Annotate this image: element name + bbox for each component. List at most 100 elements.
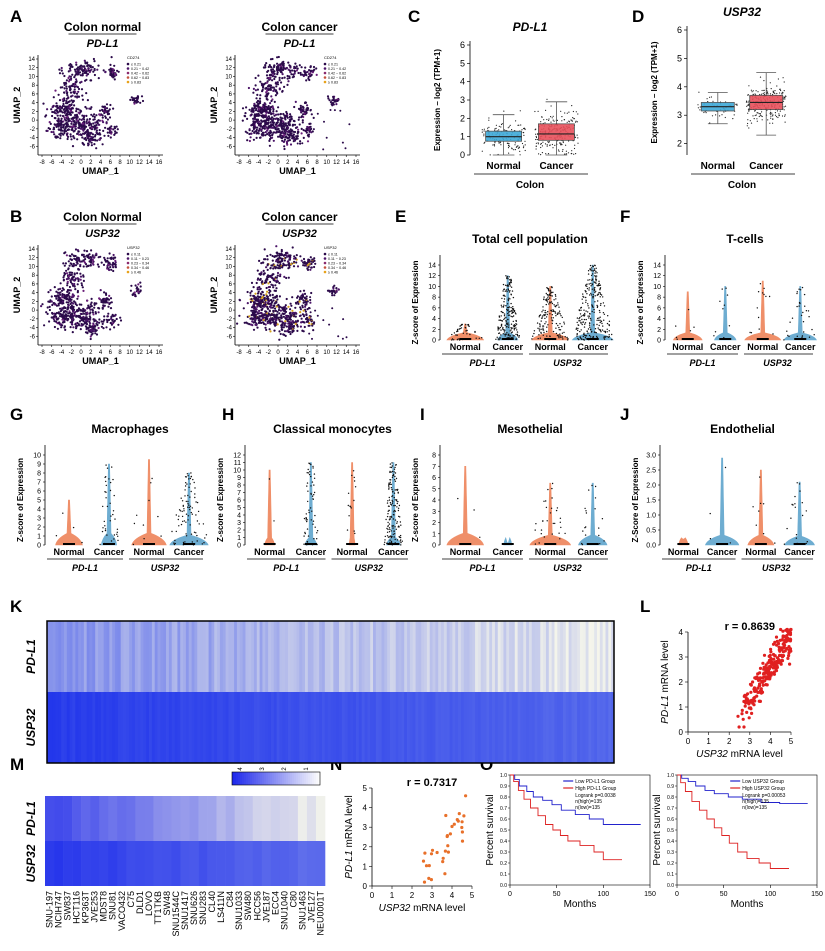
umap-point [311,324,314,327]
violin-point [508,297,510,299]
box-point [535,142,538,144]
umap-gene: USP32 [282,228,317,240]
violin-point [548,303,550,305]
legend-swatch [126,62,130,66]
umap-point [306,268,310,271]
umap-point [275,82,278,85]
violin-point [728,325,731,327]
umap-point [71,293,74,296]
tick-label: 6 [109,160,113,166]
violin-point [461,324,463,326]
umap-point [77,314,80,317]
umap-point [47,127,50,130]
umap-point [106,264,109,267]
umap-point [78,67,81,70]
umap-point [272,286,275,289]
umap-point [298,64,301,67]
box-point [508,143,510,145]
umap-point [280,68,283,71]
box-point [516,145,518,147]
umap-point [276,56,279,59]
tick-label: 10 [323,160,330,166]
umap-point [69,113,72,116]
box-point [571,105,573,107]
umap-point [77,71,80,74]
umap-point [102,69,105,72]
violin-point [498,339,500,341]
umap-point [299,255,302,258]
box-point [524,128,526,130]
umap-point [309,311,312,314]
violin-point [561,332,564,334]
umap-point [89,260,93,263]
umap-point [70,263,73,266]
box-point [761,89,763,92]
violin-point [598,324,600,327]
umap-point [249,317,252,320]
violin-point [583,296,585,298]
violin-point [580,309,582,311]
violin-point [807,310,810,312]
violin-point [506,277,508,280]
umap-point [108,108,111,111]
tick-label: 0 [229,118,233,124]
tick-label: 6 [32,282,36,288]
umap-point [302,257,306,261]
umap-point [322,148,325,151]
umap-point [308,316,311,319]
umap-point [51,106,54,109]
umap-point [112,76,115,79]
umap-point [288,255,291,258]
umap-point [74,95,77,98]
violin-point [555,295,557,297]
violin-point [548,294,550,296]
umap-point [259,292,262,295]
violin-point [503,298,506,300]
umap-point [68,292,71,295]
umap-point [248,132,251,136]
box-point [508,126,510,128]
umap-point [65,272,69,275]
umap-point [266,307,270,310]
umap-point [96,323,99,326]
box-point [481,129,483,131]
umap-point [277,135,280,138]
umap-point [302,129,305,132]
box-point [570,119,572,121]
umap-point [137,283,140,286]
umap-point [284,124,288,127]
umap-point [65,314,68,317]
violin-point [475,337,477,339]
umap-point [287,139,290,142]
tick-label: -2 [30,317,36,323]
umap-point [281,266,284,269]
violin-point [596,335,598,338]
umap-point [252,91,255,94]
umap-point [285,276,288,280]
umap-point [267,88,271,91]
legend-label: 0.23 ~ 0.34 [328,262,346,266]
umap-point [275,287,278,290]
umap-point [273,77,276,81]
umap-point [93,67,96,71]
umap-point [306,300,309,303]
umap-point [269,65,272,68]
umap-point [279,131,282,134]
umap-point [89,305,92,308]
tick-label: 6 [460,40,465,50]
umap-point [81,253,84,256]
umap-point [61,296,64,299]
umap-point [278,256,281,259]
violin-point [515,323,518,325]
umap-point [82,69,85,72]
umap-point [103,315,106,318]
umap-point [299,311,302,314]
umap-point [67,260,70,263]
box-point [750,122,753,124]
umap-point [255,298,258,301]
umap-point [246,322,249,325]
umap-point [289,308,292,311]
violin-point [508,283,511,285]
umap-point [64,114,67,117]
umap-point [56,136,60,139]
